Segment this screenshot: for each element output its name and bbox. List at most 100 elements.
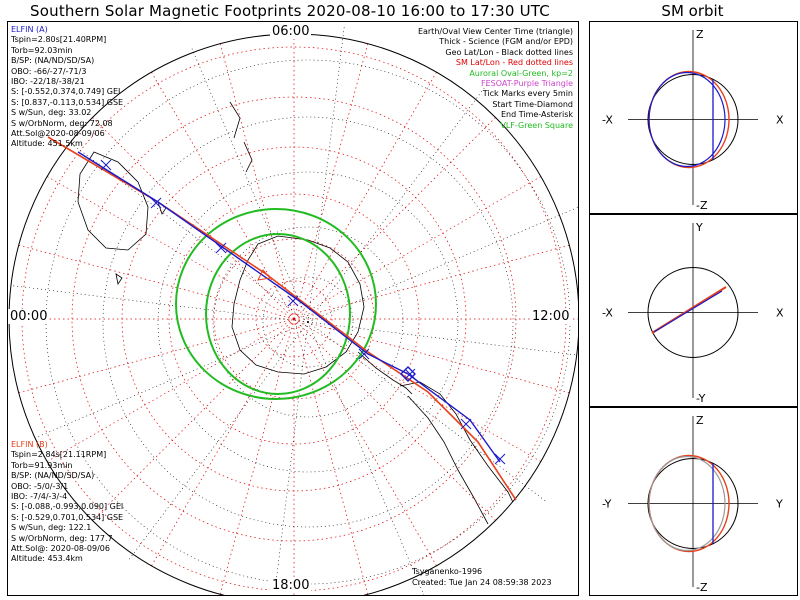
- axis-label-right: Y: [775, 498, 783, 511]
- axis-label-bottom: -Z: [696, 199, 708, 212]
- elfin-a-tick: [215, 242, 227, 254]
- plot-title: Southern Solar Magnetic Footprints 2020-…: [30, 2, 550, 20]
- legend-entry: Auroral Oval-Green, kp=2: [469, 68, 573, 78]
- antarctica-coastline: [231, 235, 365, 375]
- geo-longitude-line: [274, 321, 309, 595]
- sm-panel-xy-svg: Y -Y -X X: [602, 221, 784, 405]
- new-zealand-coastline: [229, 101, 253, 173]
- elfin-b-info-line: S w/Sun, deg: 122.1: [11, 523, 92, 533]
- axis-label-left: -X: [602, 114, 613, 127]
- elfin-a-tick: [404, 368, 416, 380]
- legend-entry: FESOAT-Purple Triangle: [480, 79, 573, 89]
- sm-longitude-line: [18, 244, 295, 320]
- elfin-a-orbit: [648, 71, 726, 168]
- mlt-label-top: 06:00: [270, 24, 312, 39]
- axis-label-right: X: [776, 307, 784, 320]
- model-name: Tsyganenko-1996: [412, 567, 483, 576]
- sm-longitude-line: [293, 318, 496, 521]
- elfin-a-tick: [100, 159, 112, 171]
- sm-panel-yz-svg: Z -Z -Y Y: [602, 414, 783, 594]
- sm-longitude-line: [293, 244, 570, 320]
- elfin-a-track: [77, 151, 501, 463]
- elfin-a-info-line: B/SP: (NA/ND/SD/SA): [11, 56, 95, 66]
- elfin-a-tick: [358, 348, 370, 360]
- mlt-label-left: 00:00: [8, 309, 50, 324]
- elfin-a-info-line: S: [0.837,-0.113,0.534] GSE: [11, 97, 124, 107]
- elfin-b-info-line: S: [-0.529,0.701,0.534] GSE: [11, 512, 124, 522]
- axis-label-top: Z: [696, 28, 704, 41]
- sm-longitude-line: [293, 117, 496, 320]
- geo-longitude-line: [307, 24, 345, 323]
- geo-longitude-line: [190, 45, 309, 323]
- geo-longitude-line: [307, 321, 425, 595]
- axis-label-right: X: [776, 114, 784, 127]
- start-diamond: [400, 366, 416, 382]
- south-america-coastline: [399, 381, 559, 595]
- sm-longitude-line: [219, 318, 295, 595]
- sm-longitude-line: [293, 318, 437, 566]
- sm-panel-xz: Z -Z -X X: [589, 21, 798, 214]
- elfin-a-info-line: IBO: -22/18/-38/21: [11, 77, 85, 87]
- legend-entry: Earth/Oval View Center Time (triangle): [417, 27, 573, 36]
- axis-label-bottom: -Z: [696, 581, 708, 594]
- earth-circle: [647, 74, 739, 165]
- elfin-b-info-line: OBO: -5/0/-3/1: [11, 481, 69, 491]
- elfin-a-info-line: OBO: -66/-27/-71/3: [11, 66, 87, 76]
- auroral-oval: [175, 208, 377, 400]
- sm-longitude-line: [18, 318, 295, 394]
- geo-latitude-circle: [262, 276, 354, 368]
- legend-entry: SM Lat/Lon - Red dotted lines: [455, 58, 573, 68]
- legend-entry: Thick - Science (FGM and/or EPD): [439, 37, 573, 47]
- footprint-polar-plot: 06:00 00:00 12:00 18:00 ELFIN (A) Tspin=2…: [7, 21, 579, 596]
- elfin-a-orbit: [648, 455, 726, 552]
- elfin-b-info-line: IBO: -7/4/-3/-4: [11, 492, 68, 502]
- elfin-a-info-line: Altitude: 451.5km: [11, 139, 83, 149]
- view-center-triangle: [257, 269, 271, 281]
- legend-entry: End Time-Asterisk: [500, 110, 573, 120]
- geo-latitude-circle: [102, 116, 514, 528]
- island-coastline: [115, 200, 167, 286]
- geo-latitude-circle: [212, 226, 404, 418]
- elfin-b-info-line: Tspin=2.84s[21.11RPM]: [11, 450, 107, 460]
- sm-orbit-title: SM orbit: [661, 2, 724, 20]
- elfin-b-info-line: B/SP: (NA/ND/SD/SA): [11, 471, 95, 481]
- elfin-a-tick: [287, 295, 299, 307]
- created-timestamp: Created: Tue Jan 24 08:59:38 2023: [412, 578, 552, 587]
- auroral-oval-inner: [205, 233, 351, 395]
- elfin-b-info-line: Altitude: 453.4km: [11, 554, 83, 564]
- elfin-a-tick: [494, 453, 506, 465]
- auroral-oval-outer: [175, 208, 377, 400]
- antarctic-peninsula: [357, 351, 413, 395]
- geo-longitude-line: [10, 285, 309, 323]
- geo-latitude-circle: [157, 171, 459, 473]
- elfin-a-info-line: Att.Sol@2020-08-09/06: [11, 129, 105, 139]
- elfin-a-info-line: S w/OrbNorm, deg: 72.08: [11, 118, 113, 128]
- elfin-a-tick: [460, 418, 472, 430]
- axis-label-top: Z: [696, 414, 704, 427]
- elfin-b-info: ELFIN (B) Tspin=2.84s[21.11RPM] Torb=91.93…: [11, 440, 123, 565]
- legend: Earth/Oval View Center Time (triangle) Th…: [418, 27, 573, 131]
- geo-longitude-line: [31, 321, 309, 440]
- axis-label-left: -Y: [602, 498, 612, 511]
- earth-circle: [647, 458, 739, 549]
- footprint-tracks: [47, 136, 517, 501]
- legend-entry: VLF-Green Square: [500, 120, 573, 130]
- elfin-a-info-line: S w/Sun, deg: 33.02: [11, 108, 92, 118]
- legend-entry: Start Time-Diamond: [492, 99, 573, 109]
- axis-label-left: -X: [602, 307, 613, 320]
- australia-coastline: [77, 151, 149, 251]
- elfin-a-tick: [150, 197, 162, 209]
- elfin-a-info-line: Tspin=2.80s[21.40RPM]: [11, 35, 107, 45]
- sm-longitude-line: [219, 43, 295, 320]
- elfin-a-orbit: [653, 290, 723, 333]
- elfin-a-info-line: ELFIN (A): [11, 25, 48, 34]
- footer: Tsyganenko-1996 Created: Tue Jan 24 08:5…: [412, 566, 552, 588]
- elfin-b-info-line: Torb=91.93min: [11, 460, 73, 470]
- elfin-b-info-line: ELFIN (B): [11, 440, 48, 449]
- legend-entry: Tick Marks every 5min: [482, 89, 573, 99]
- elfin-b-info-line: S w/OrbNorm, deg: 177.7: [11, 533, 113, 543]
- elfin-b-info-line: Att.Sol@: 2020-08-09/06: [11, 544, 110, 554]
- axis-label-top: Y: [695, 221, 703, 234]
- mlt-label-bottom: 18:00: [270, 578, 312, 593]
- axis-label-bottom: -Y: [696, 392, 706, 405]
